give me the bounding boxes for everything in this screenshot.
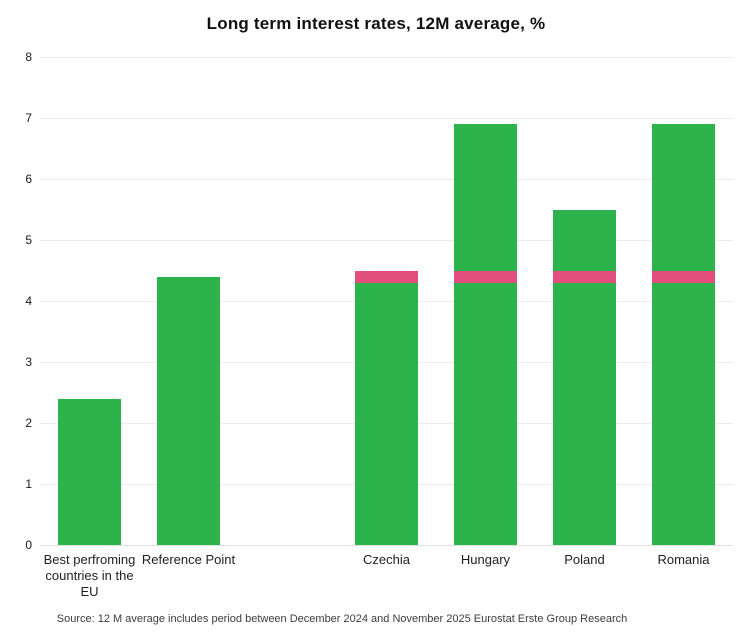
bar-hungary: [454, 124, 517, 545]
gridline-0: [40, 544, 733, 546]
bar-poland: [553, 209, 616, 545]
y-axis-tick-8: 8: [25, 50, 32, 64]
y-axis-tick-2: 2: [25, 416, 32, 430]
y-axis-tick-7: 7: [25, 111, 32, 125]
x-axis-label-hungary: Hungary: [460, 552, 511, 567]
x-axis-label-best-perfroming-countries-in-the-eu: Best perfroming countries in the EU: [43, 552, 136, 599]
x-axis-label-romania: Romania: [657, 552, 710, 567]
reference-band-czechia: [355, 270, 418, 283]
gridline-7: [40, 117, 733, 119]
x-axis-label-poland: Poland: [564, 552, 605, 567]
source-note: Source: 12 M average includes period bet…: [56, 613, 628, 625]
y-axis-tick-1: 1: [25, 477, 32, 491]
x-axis-label-czechia: Czechia: [363, 552, 410, 567]
reference-band-hungary: [454, 270, 517, 283]
chart-title: Long term interest rates, 12M average, %: [206, 14, 546, 33]
bar-best-perfroming-countries-in-the-eu: [58, 398, 121, 545]
gridline-8: [40, 56, 733, 58]
x-axis-label-reference-point: Reference Point: [141, 552, 236, 567]
bar-reference-point: [157, 276, 220, 545]
y-axis-tick-0: 0: [25, 538, 32, 552]
gridline-6: [40, 178, 733, 180]
reference-band-romania: [652, 270, 715, 283]
plot-area: [40, 56, 733, 546]
y-axis-tick-6: 6: [25, 172, 32, 186]
y-axis-tick-5: 5: [25, 233, 32, 247]
gridline-5: [40, 239, 733, 241]
bar-czechia: [355, 282, 418, 545]
reference-band-poland: [553, 270, 616, 283]
bar-romania: [652, 124, 715, 545]
y-axis-tick-3: 3: [25, 355, 32, 369]
y-axis-tick-4: 4: [25, 294, 32, 308]
